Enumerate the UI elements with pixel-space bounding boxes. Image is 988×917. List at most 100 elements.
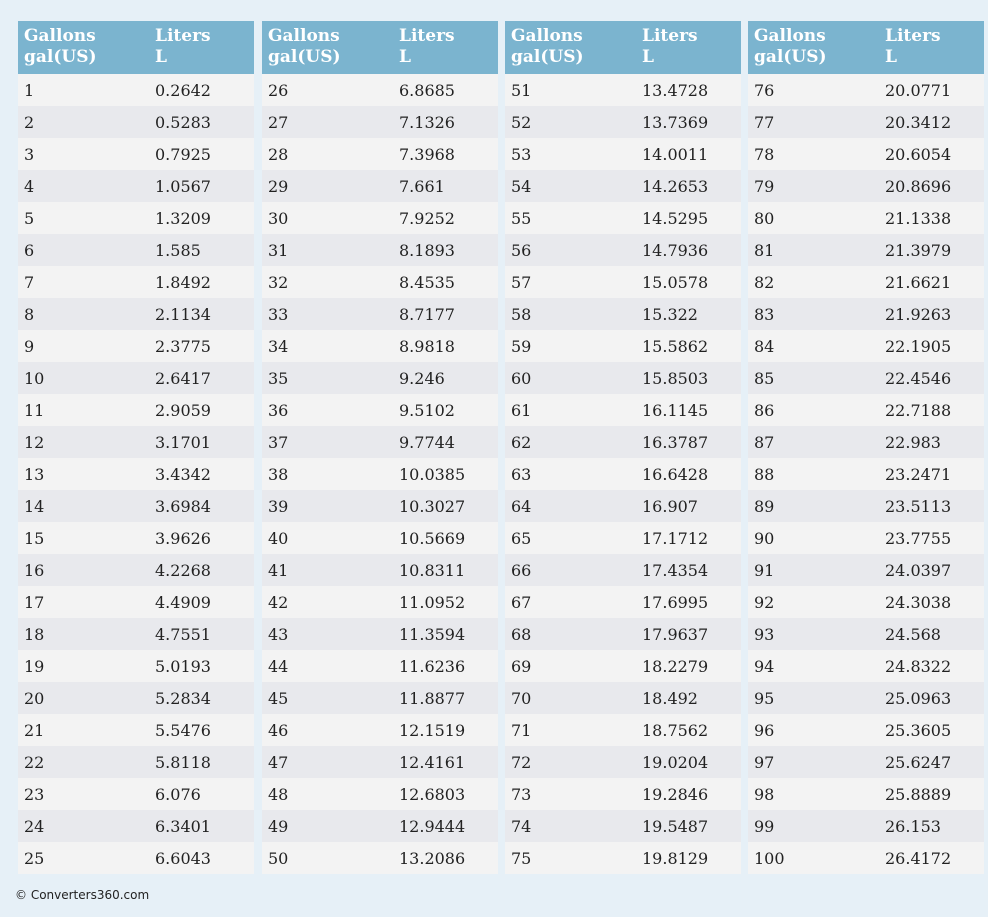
table-row: 92 24.3038 <box>748 586 984 618</box>
gallons-cell: 15 <box>24 529 45 548</box>
header-title: Liters <box>155 26 211 46</box>
liters-cell: 25.3605 <box>885 721 952 740</box>
header-cell: Gallons gal(US) <box>511 26 584 68</box>
liters-cell: 14.5295 <box>642 209 709 228</box>
table-row: 79 20.8696 <box>748 170 984 202</box>
header-cell: Liters L <box>642 26 698 68</box>
liters-cell: 5.2834 <box>155 689 211 708</box>
header-unit: L <box>155 47 167 67</box>
gallons-cell: 79 <box>754 177 775 196</box>
gallons-cell: 32 <box>268 273 289 292</box>
table-row: 10 2.6417 <box>18 362 254 394</box>
table-row: 56 14.7936 <box>505 234 741 266</box>
gallons-cell: 4 <box>24 177 35 196</box>
table-row: 77 20.3412 <box>748 106 984 138</box>
liters-cell: 11.3594 <box>399 625 466 644</box>
liters-cell: 25.8889 <box>885 785 952 804</box>
table-row: 62 16.3787 <box>505 426 741 458</box>
liters-cell: 1.585 <box>155 241 201 260</box>
table-row: 44 11.6236 <box>262 650 498 682</box>
table-row: 74 19.5487 <box>505 810 741 842</box>
table-row: 66 17.4354 <box>505 554 741 586</box>
gallons-cell: 48 <box>268 785 289 804</box>
gallons-cell: 3 <box>24 145 35 164</box>
table-body: 51 13.4728 52 13.7369 53 14.0011 54 14.2653 55 14… <box>505 74 741 874</box>
liters-cell: 24.8322 <box>885 657 952 676</box>
liters-cell: 21.9263 <box>885 305 952 324</box>
gallons-cell: 25 <box>24 849 45 868</box>
table-row: 87 22.983 <box>748 426 984 458</box>
liters-cell: 17.1712 <box>642 529 709 548</box>
liters-cell: 19.5487 <box>642 817 709 836</box>
gallons-cell: 30 <box>268 209 289 228</box>
table-header: Gallons gal(US) Liters L <box>262 21 498 74</box>
liters-cell: 2.3775 <box>155 337 211 356</box>
header-unit: L <box>885 47 897 67</box>
table-row: 35 9.246 <box>262 362 498 394</box>
conversion-table: Gallons gal(US) Liters L 76 20.0771 77 20.3412 7… <box>748 21 984 874</box>
liters-cell: 0.7925 <box>155 145 211 164</box>
table-row: 89 23.5113 <box>748 490 984 522</box>
gallons-cell: 89 <box>754 497 775 516</box>
table-row: 22 5.8118 <box>18 746 254 778</box>
liters-cell: 26.4172 <box>885 849 952 868</box>
table-row: 70 18.492 <box>505 682 741 714</box>
table-row: 98 25.8889 <box>748 778 984 810</box>
gallons-cell: 95 <box>754 689 775 708</box>
gallons-cell: 62 <box>511 433 532 452</box>
table-row: 40 10.5669 <box>262 522 498 554</box>
table-body: 1 0.2642 2 0.5283 3 0.7925 4 1.0567 5 1.3209 6 1.58… <box>18 74 254 874</box>
table-row: 88 23.2471 <box>748 458 984 490</box>
gallons-cell: 84 <box>754 337 775 356</box>
liters-cell: 19.2846 <box>642 785 709 804</box>
liters-cell: 10.3027 <box>399 497 466 516</box>
gallons-cell: 5 <box>24 209 35 228</box>
liters-cell: 16.6428 <box>642 465 709 484</box>
header-unit: gal(US) <box>754 47 827 67</box>
gallons-cell: 50 <box>268 849 289 868</box>
table-row: 47 12.4161 <box>262 746 498 778</box>
table-row: 64 16.907 <box>505 490 741 522</box>
liters-cell: 16.907 <box>642 497 698 516</box>
table-row: 72 19.0204 <box>505 746 741 778</box>
liters-cell: 7.1326 <box>399 113 455 132</box>
gallons-cell: 87 <box>754 433 775 452</box>
table-row: 91 24.0397 <box>748 554 984 586</box>
liters-cell: 7.9252 <box>399 209 455 228</box>
gallons-cell: 40 <box>268 529 289 548</box>
liters-cell: 19.0204 <box>642 753 709 772</box>
header-unit: gal(US) <box>268 47 341 67</box>
liters-cell: 1.8492 <box>155 273 211 292</box>
gallons-cell: 11 <box>24 401 45 420</box>
liters-cell: 11.0952 <box>399 593 466 612</box>
gallons-cell: 71 <box>511 721 532 740</box>
table-row: 93 24.568 <box>748 618 984 650</box>
table-row: 58 15.322 <box>505 298 741 330</box>
gallons-cell: 7 <box>24 273 35 292</box>
table-row: 6 1.585 <box>18 234 254 266</box>
table-row: 69 18.2279 <box>505 650 741 682</box>
gallons-cell: 49 <box>268 817 289 836</box>
conversion-table: Gallons gal(US) Liters L 51 13.4728 52 13.7369 5… <box>505 21 741 874</box>
table-row: 68 17.9637 <box>505 618 741 650</box>
table-row: 76 20.0771 <box>748 74 984 106</box>
liters-cell: 8.1893 <box>399 241 455 260</box>
table-row: 32 8.4535 <box>262 266 498 298</box>
table-row: 13 3.4342 <box>18 458 254 490</box>
gallons-cell: 60 <box>511 369 532 388</box>
table-row: 31 8.1893 <box>262 234 498 266</box>
liters-cell: 2.6417 <box>155 369 211 388</box>
liters-cell: 15.0578 <box>642 273 709 292</box>
gallons-cell: 56 <box>511 241 532 260</box>
gallons-cell: 52 <box>511 113 532 132</box>
table-row: 52 13.7369 <box>505 106 741 138</box>
table-row: 65 17.1712 <box>505 522 741 554</box>
gallons-cell: 92 <box>754 593 775 612</box>
gallons-cell: 77 <box>754 113 775 132</box>
table-row: 34 8.9818 <box>262 330 498 362</box>
liters-cell: 20.3412 <box>885 113 952 132</box>
liters-cell: 26.153 <box>885 817 941 836</box>
table-row: 17 4.4909 <box>18 586 254 618</box>
liters-cell: 25.0963 <box>885 689 952 708</box>
liters-cell: 13.7369 <box>642 113 709 132</box>
